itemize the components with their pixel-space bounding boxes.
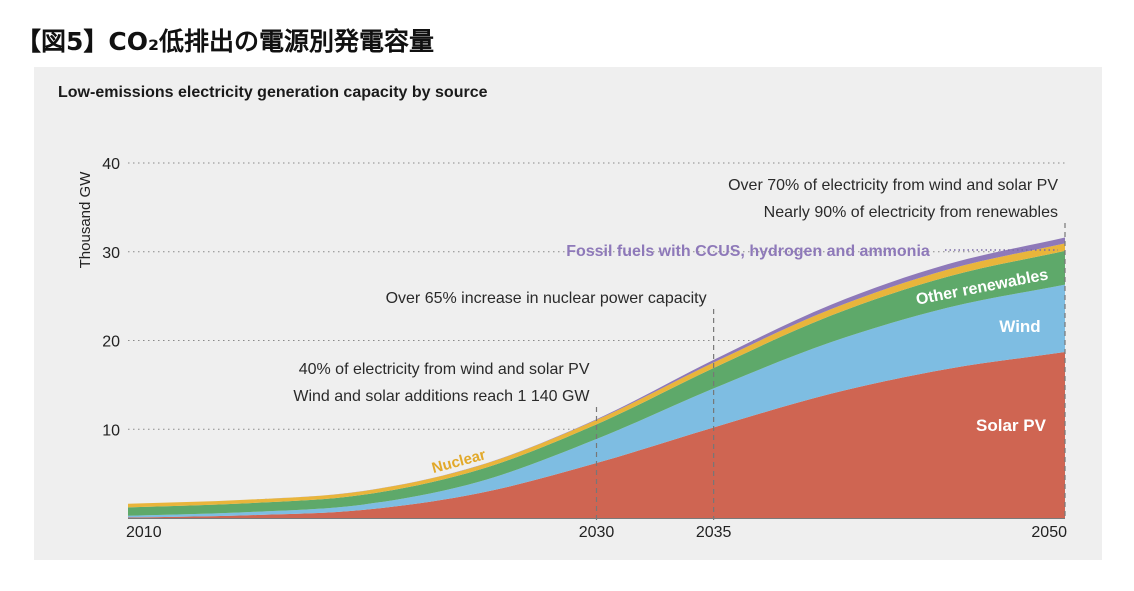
annotation-2030-1: 40% of electricity from wind and solar P… <box>299 361 590 378</box>
chart-title: Low-emissions electricity generation cap… <box>58 84 488 101</box>
area-solar-pv <box>128 352 1065 518</box>
series-label-fossil-fuels-with-ccus-hydrogen-and-ammonia: Fossil fuels with CCUS, hydrogen and amm… <box>566 243 930 260</box>
area-wind <box>128 284 1065 518</box>
annotation-2030-2: Wind and solar additions reach 1 140 GW <box>293 388 590 405</box>
x-tick-label-2030: 2030 <box>579 524 615 541</box>
x-tick-label-2050: 2050 <box>1031 524 1067 541</box>
x-tick-label-2010: 2010 <box>126 524 162 541</box>
series-label-solar-pv: Solar PV <box>976 416 1047 435</box>
x-tick-label-2035: 2035 <box>696 524 732 541</box>
annotation-2035-1: Over 65% increase in nuclear power capac… <box>386 290 707 307</box>
area-nuclear <box>128 243 1065 508</box>
y-tick-label-10: 10 <box>102 422 120 439</box>
y-tick-label-30: 30 <box>102 245 120 262</box>
y-tick-label-20: 20 <box>102 334 120 351</box>
y-tick-label-40: 40 <box>102 156 120 173</box>
area-other-renewables <box>128 250 1065 516</box>
page-title: 【図5】CO₂低排出の電源別発電容量 <box>16 27 434 56</box>
series-label-wind: Wind <box>999 317 1040 336</box>
y-axis-label: Thousand GW <box>77 171 94 269</box>
annotation-2050-2: Nearly 90% of electricity from renewable… <box>764 204 1058 221</box>
annotation-2050-1: Over 70% of electricity from wind and so… <box>728 177 1058 194</box>
